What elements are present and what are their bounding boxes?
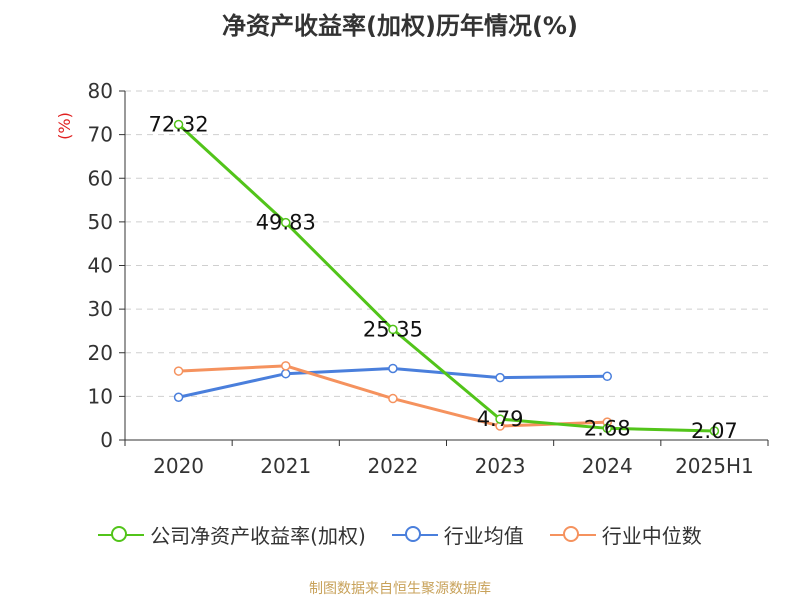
legend-marker-icon — [391, 525, 438, 545]
chart-title: 净资产收益率(加权)历年情况(%) — [222, 12, 578, 40]
data-point — [281, 217, 291, 228]
data-point — [173, 392, 184, 402]
legend-label: 行业均值 — [443, 524, 524, 548]
legend-marker-icon — [98, 525, 145, 545]
y-tick-label: 60 — [88, 166, 113, 190]
data-point — [495, 372, 505, 383]
data-label: 2.07 — [691, 419, 738, 443]
data-point — [602, 423, 612, 434]
x-tick-label: 2021 — [260, 454, 311, 478]
data-point — [602, 371, 612, 382]
legend-label: 公司净资产收益率(加权) — [150, 524, 366, 548]
data-point — [709, 426, 720, 436]
y-tick-label: 10 — [88, 384, 113, 408]
data-point — [388, 393, 398, 404]
data-point — [281, 361, 291, 371]
y-tick-label: 40 — [88, 254, 113, 278]
data-point — [388, 324, 398, 335]
legend-item[interactable]: 行业均值 — [391, 520, 524, 549]
y-tick-label: 20 — [88, 341, 113, 365]
legend: 公司净资产收益率(加权) 行业均值 行业中位数 — [0, 520, 800, 549]
x-tick-label: 2024 — [582, 454, 633, 478]
legend-label: 行业中位数 — [601, 524, 702, 548]
legend-item[interactable]: 行业中位数 — [549, 520, 702, 549]
source-note: 制图数据来自恒生聚源数据库 — [309, 581, 491, 597]
data-point — [173, 366, 184, 376]
data-label: 25.35 — [363, 317, 423, 341]
legend-item[interactable]: 公司净资产收益率(加权) — [98, 520, 366, 549]
data-point — [281, 368, 291, 379]
legend-marker-icon — [549, 525, 596, 545]
data-point — [388, 363, 398, 374]
x-tick-label: 2022 — [367, 454, 418, 478]
data-label: 2.68 — [584, 416, 631, 440]
series-line — [177, 123, 715, 433]
y-axis-label: (%) — [55, 112, 74, 140]
data-point — [173, 119, 184, 130]
x-tick-label: 2020 — [153, 454, 204, 478]
y-tick-label: 80 — [88, 79, 113, 103]
data-label: 4.79 — [477, 407, 524, 431]
data-point — [495, 414, 505, 424]
data-label: 72.32 — [149, 113, 209, 137]
y-tick-label: 70 — [88, 123, 113, 147]
data-label: 49.83 — [256, 211, 316, 235]
y-tick-label: 0 — [100, 428, 113, 452]
x-tick-label: 2023 — [475, 454, 526, 478]
y-tick-label: 50 — [88, 210, 113, 234]
x-tick-label: 2025H1 — [675, 454, 754, 478]
y-tick-label: 30 — [88, 297, 113, 321]
